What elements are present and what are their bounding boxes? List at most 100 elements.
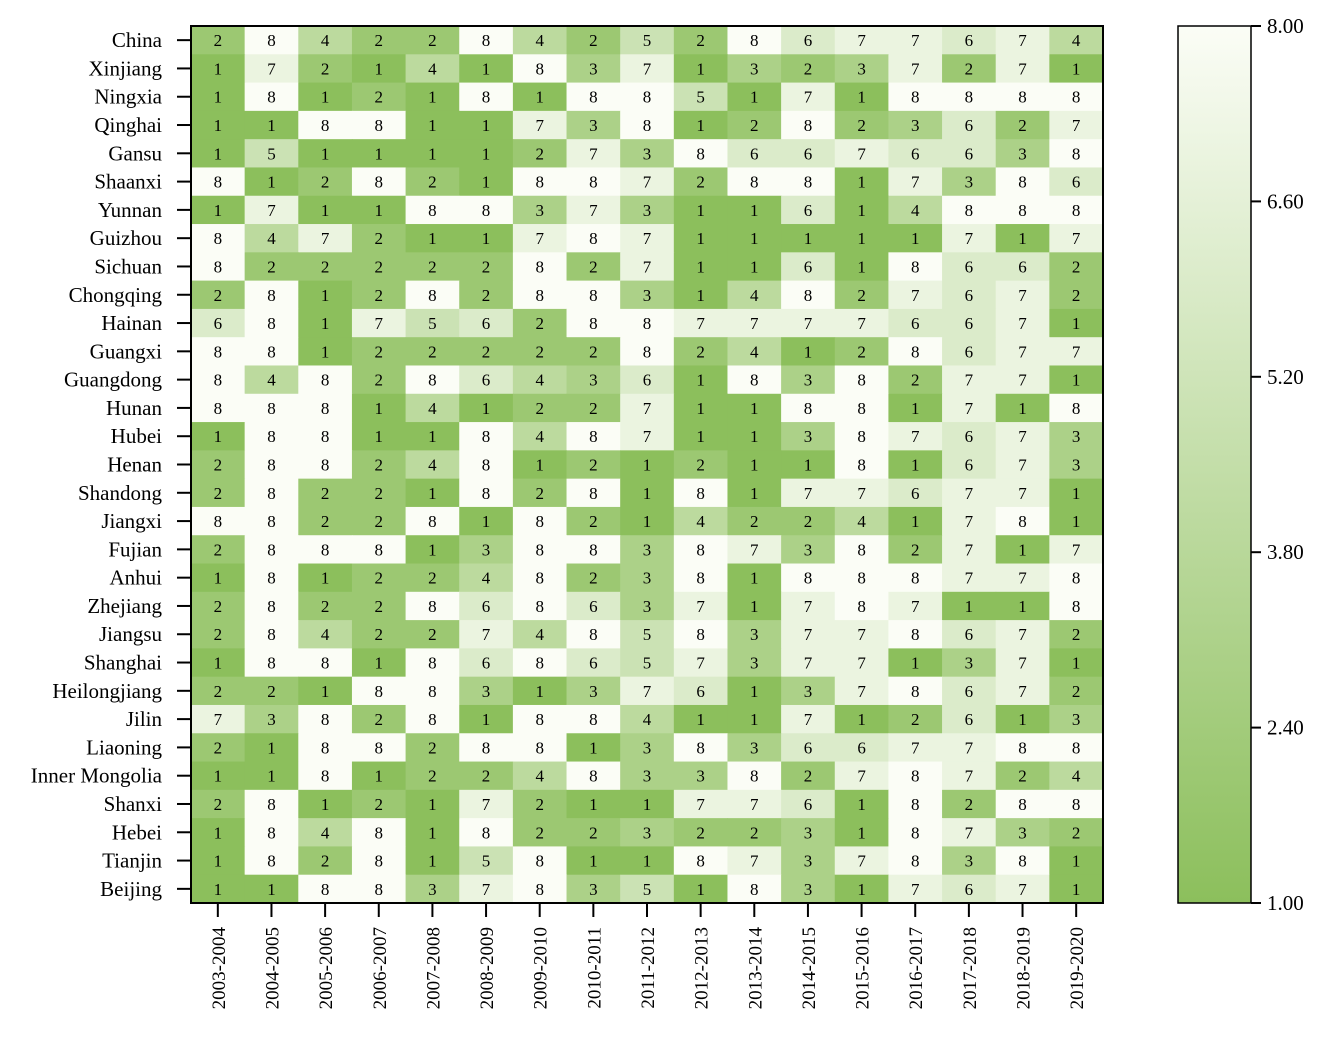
cell-value-label: 4	[267, 371, 276, 390]
y-tick-label: Zhejiang	[87, 594, 162, 618]
cell-value-label: 8	[965, 88, 974, 107]
heatmap-cell	[298, 365, 353, 395]
cell-value-label: 1	[750, 399, 759, 418]
cell-value-label: 2	[535, 484, 544, 503]
heatmap-cell	[995, 167, 1050, 197]
heatmap-cell	[942, 82, 997, 112]
cell-value-label: 8	[911, 569, 920, 588]
heatmap-cell	[673, 704, 728, 734]
heatmap-cell	[781, 846, 836, 876]
heatmap-cell	[942, 704, 997, 734]
cell-value-label: 8	[589, 625, 598, 644]
heatmap-cell	[1049, 337, 1104, 366]
cell-value-label: 3	[965, 852, 974, 871]
cell-value-label: 7	[804, 654, 813, 673]
y-tick-label: Yunnan	[98, 198, 163, 222]
heatmap-cell	[1049, 789, 1104, 819]
heatmap-cell	[942, 167, 997, 197]
cell-value-label: 6	[965, 427, 974, 446]
cell-value-label: 1	[696, 229, 705, 248]
heatmap-cell	[512, 54, 568, 84]
cell-value-label: 1	[911, 456, 920, 475]
cell-value-label: 8	[375, 173, 384, 192]
heatmap-cell	[566, 704, 621, 734]
heatmap-cell	[942, 620, 997, 649]
heatmap-cell	[298, 648, 353, 678]
cell-value-label: 8	[643, 116, 652, 135]
cell-value-label: 8	[535, 257, 544, 276]
x-tick-label: 2014-2015	[799, 927, 820, 1009]
cell-value-label: 7	[643, 399, 652, 418]
cell-value-label: 1	[643, 852, 652, 871]
cell-value-label: 6	[482, 371, 491, 390]
cell-value-label: 7	[804, 484, 813, 503]
y-tick-label: Jiangsu	[99, 622, 163, 646]
y-tick-label: Shanghai	[84, 651, 162, 675]
cell-value-label: 1	[965, 597, 974, 616]
cell-value-label: 2	[375, 31, 384, 50]
heatmap-cell	[727, 365, 782, 395]
cell-value-label: 2	[321, 597, 330, 616]
heatmap-cell	[995, 648, 1050, 678]
heatmap-cell	[888, 535, 943, 565]
heatmap-cell	[781, 280, 836, 310]
heatmap-cell	[995, 308, 1050, 338]
heatmap-cell	[995, 846, 1050, 876]
cell-value-label: 3	[482, 682, 491, 701]
heatmap-cell	[459, 676, 514, 706]
cell-value-label: 3	[643, 201, 652, 220]
cell-value-label: 8	[214, 399, 223, 418]
heatmap-cell	[351, 478, 407, 508]
heatmap-cell	[727, 26, 782, 55]
cell-value-label: 2	[214, 540, 223, 559]
heatmap-cell	[620, 704, 675, 734]
heatmap-cell	[781, 704, 836, 734]
heatmap-cell	[191, 110, 246, 140]
cell-value-label: 8	[214, 342, 223, 361]
heatmap-cell	[512, 789, 568, 819]
cell-value-label: 1	[750, 456, 759, 475]
cell-value-label: 5	[696, 88, 705, 107]
y-tick-label: Guangdong	[64, 368, 162, 392]
heatmap-cell	[566, 478, 621, 508]
heatmap-cell-labels: 2 8 4 2 2 8 4 2 5 2 8 6 7 7 6 7 4 1 7 2 1 4 1 8 3 7 1 3 2 3 7 2 7 1 1 8 1 2 1 8…	[214, 31, 1081, 899]
cell-value-label: 1	[321, 144, 330, 163]
x-tick-label: 2018-2019	[1014, 927, 1035, 1009]
cell-value-label: 8	[750, 173, 759, 192]
cell-value-label: 7	[482, 880, 491, 899]
cell-value-label: 2	[804, 512, 813, 531]
cell-value-label: 8	[696, 484, 705, 503]
cell-value-label: 2	[321, 484, 330, 503]
cell-value-label: 1	[750, 597, 759, 616]
cell-value-label: 1	[696, 399, 705, 418]
heatmap-cell	[888, 704, 943, 734]
cell-value-label: 6	[857, 738, 866, 757]
heatmap-cell	[942, 478, 997, 508]
heatmap-cell	[351, 648, 407, 678]
heatmap-cell	[834, 506, 889, 536]
heatmap-cell	[834, 195, 889, 225]
cell-value-label: 4	[535, 767, 544, 786]
cell-value-label: 4	[911, 201, 920, 220]
cell-value-label: 6	[214, 314, 223, 333]
cell-value-label: 2	[375, 456, 384, 475]
cell-value-label: 8	[428, 371, 437, 390]
cell-value-label: 1	[375, 144, 384, 163]
cell-value-label: 2	[375, 371, 384, 390]
heatmap-cell	[888, 365, 943, 395]
heatmap-cell	[727, 280, 782, 310]
heatmap-cell	[942, 110, 997, 140]
heatmap-cell	[781, 676, 836, 706]
cell-value-label: 6	[965, 456, 974, 475]
heatmap-cell	[512, 422, 568, 451]
heatmap-cell	[191, 676, 246, 706]
cell-value-label: 2	[428, 569, 437, 588]
cell-value-label: 1	[696, 710, 705, 729]
heatmap-cell	[512, 620, 568, 649]
heatmap-cell	[834, 874, 889, 904]
cell-value-label: 3	[643, 597, 652, 616]
heatmap-cell	[995, 789, 1050, 819]
heatmap-cell	[673, 450, 728, 480]
